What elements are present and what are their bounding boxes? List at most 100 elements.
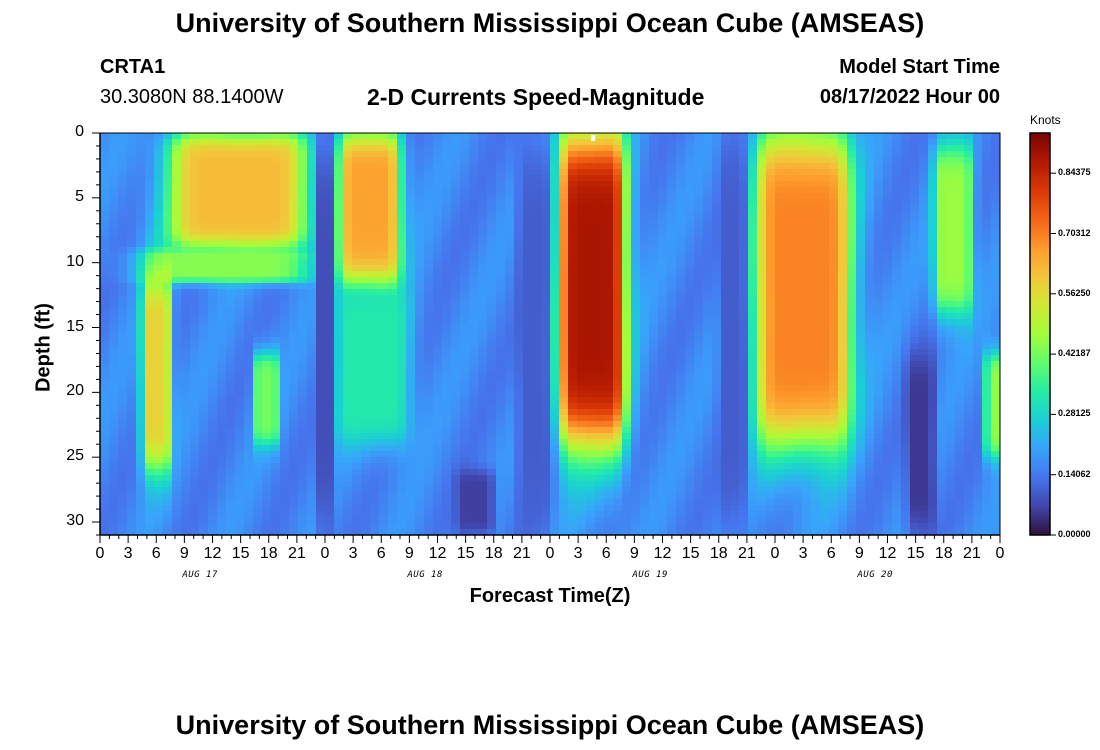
heatmap-cell xyxy=(937,319,947,326)
heatmap-cell xyxy=(235,223,245,230)
heatmap-cell xyxy=(757,277,767,284)
heatmap-cell xyxy=(568,373,578,380)
heatmap-cell xyxy=(811,139,821,146)
heatmap-cell xyxy=(316,259,326,266)
heatmap-cell xyxy=(937,151,947,158)
heatmap-cell xyxy=(352,349,362,356)
heatmap-cell xyxy=(172,397,182,404)
heatmap-cell xyxy=(667,373,677,380)
heatmap-cell xyxy=(586,235,596,242)
heatmap-cell xyxy=(199,343,209,350)
heatmap-cell xyxy=(523,403,533,410)
heatmap-cell xyxy=(649,367,659,374)
heatmap-cell xyxy=(127,163,137,170)
heatmap-cell xyxy=(478,205,488,212)
heatmap-cell xyxy=(865,379,875,386)
heatmap-cell xyxy=(235,379,245,386)
heatmap-cell xyxy=(460,205,470,212)
heatmap-cell xyxy=(424,133,434,140)
heatmap-cell xyxy=(901,259,911,266)
heatmap-cell xyxy=(307,361,317,368)
heatmap-cell xyxy=(244,373,254,380)
heatmap-cell xyxy=(352,289,362,296)
heatmap-cell xyxy=(847,217,857,224)
heatmap-cell xyxy=(784,373,794,380)
heatmap-cell xyxy=(793,349,803,356)
heatmap-cell xyxy=(442,319,452,326)
heatmap-cell xyxy=(568,181,578,188)
heatmap-cell xyxy=(667,421,677,428)
heatmap-cell xyxy=(658,337,668,344)
heatmap-cell xyxy=(892,271,902,278)
heatmap-cell xyxy=(370,211,380,218)
heatmap-cell xyxy=(298,163,308,170)
heatmap-cell xyxy=(568,325,578,332)
heatmap-cell xyxy=(658,187,668,194)
heatmap-cell xyxy=(514,319,524,326)
heatmap-cell xyxy=(667,361,677,368)
heatmap-cell xyxy=(325,253,335,260)
heatmap-cell xyxy=(577,175,587,182)
heatmap-cell xyxy=(532,391,542,398)
heatmap-cell xyxy=(442,145,452,152)
heatmap-cell xyxy=(424,193,434,200)
heatmap-cell xyxy=(568,211,578,218)
heatmap-cell xyxy=(910,343,920,350)
heatmap-cell xyxy=(280,187,290,194)
heatmap-cell xyxy=(145,409,155,416)
heatmap-cell xyxy=(253,427,263,434)
heatmap-cell xyxy=(946,253,956,260)
heatmap-cell xyxy=(199,187,209,194)
heatmap-cell xyxy=(937,217,947,224)
heatmap-cell xyxy=(712,409,722,416)
heatmap-cell xyxy=(163,223,173,230)
heatmap-cell xyxy=(712,421,722,428)
heatmap-cell xyxy=(208,307,218,314)
heatmap-cell xyxy=(442,307,452,314)
heatmap-cell xyxy=(991,193,1001,200)
heatmap-cell xyxy=(505,403,515,410)
heatmap-cell xyxy=(415,427,425,434)
heatmap-cell xyxy=(937,331,947,338)
heatmap-cell xyxy=(226,169,236,176)
heatmap-cell xyxy=(649,169,659,176)
heatmap-cell xyxy=(964,223,974,230)
heatmap-cell xyxy=(451,253,461,260)
heatmap-cell xyxy=(127,373,137,380)
heatmap-cell xyxy=(901,349,911,356)
heatmap-cell xyxy=(568,367,578,374)
heatmap-cell xyxy=(919,409,929,416)
heatmap-cell xyxy=(190,205,200,212)
heatmap-cell xyxy=(757,349,767,356)
heatmap-cell xyxy=(991,145,1001,152)
heatmap-cell xyxy=(613,373,623,380)
heatmap-cell xyxy=(523,199,533,206)
heatmap-cell xyxy=(217,385,227,392)
heatmap-cell xyxy=(415,151,425,158)
heatmap-cell xyxy=(946,325,956,332)
heatmap-cell xyxy=(964,241,974,248)
heatmap-cell xyxy=(109,169,119,176)
heatmap-cell xyxy=(199,349,209,356)
heatmap-cell xyxy=(199,211,209,218)
heatmap-cell xyxy=(307,217,317,224)
heatmap-cell xyxy=(460,409,470,416)
heatmap-cell xyxy=(352,355,362,362)
heatmap-cell xyxy=(316,331,326,338)
heatmap-cell xyxy=(532,217,542,224)
heatmap-cell xyxy=(847,403,857,410)
heatmap-cell xyxy=(514,307,524,314)
heatmap-cell xyxy=(361,211,371,218)
heatmap-cell xyxy=(568,343,578,350)
heatmap-cell xyxy=(433,349,443,356)
heatmap-cell xyxy=(829,283,839,290)
heatmap-cell xyxy=(982,343,992,350)
heatmap-cell xyxy=(532,199,542,206)
heatmap-cell xyxy=(676,301,686,308)
heatmap-cell xyxy=(550,265,560,272)
heatmap-cell xyxy=(352,367,362,374)
heatmap-cell xyxy=(388,145,398,152)
heatmap-cell xyxy=(847,169,857,176)
heatmap-cell xyxy=(190,367,200,374)
heatmap-cell xyxy=(460,379,470,386)
